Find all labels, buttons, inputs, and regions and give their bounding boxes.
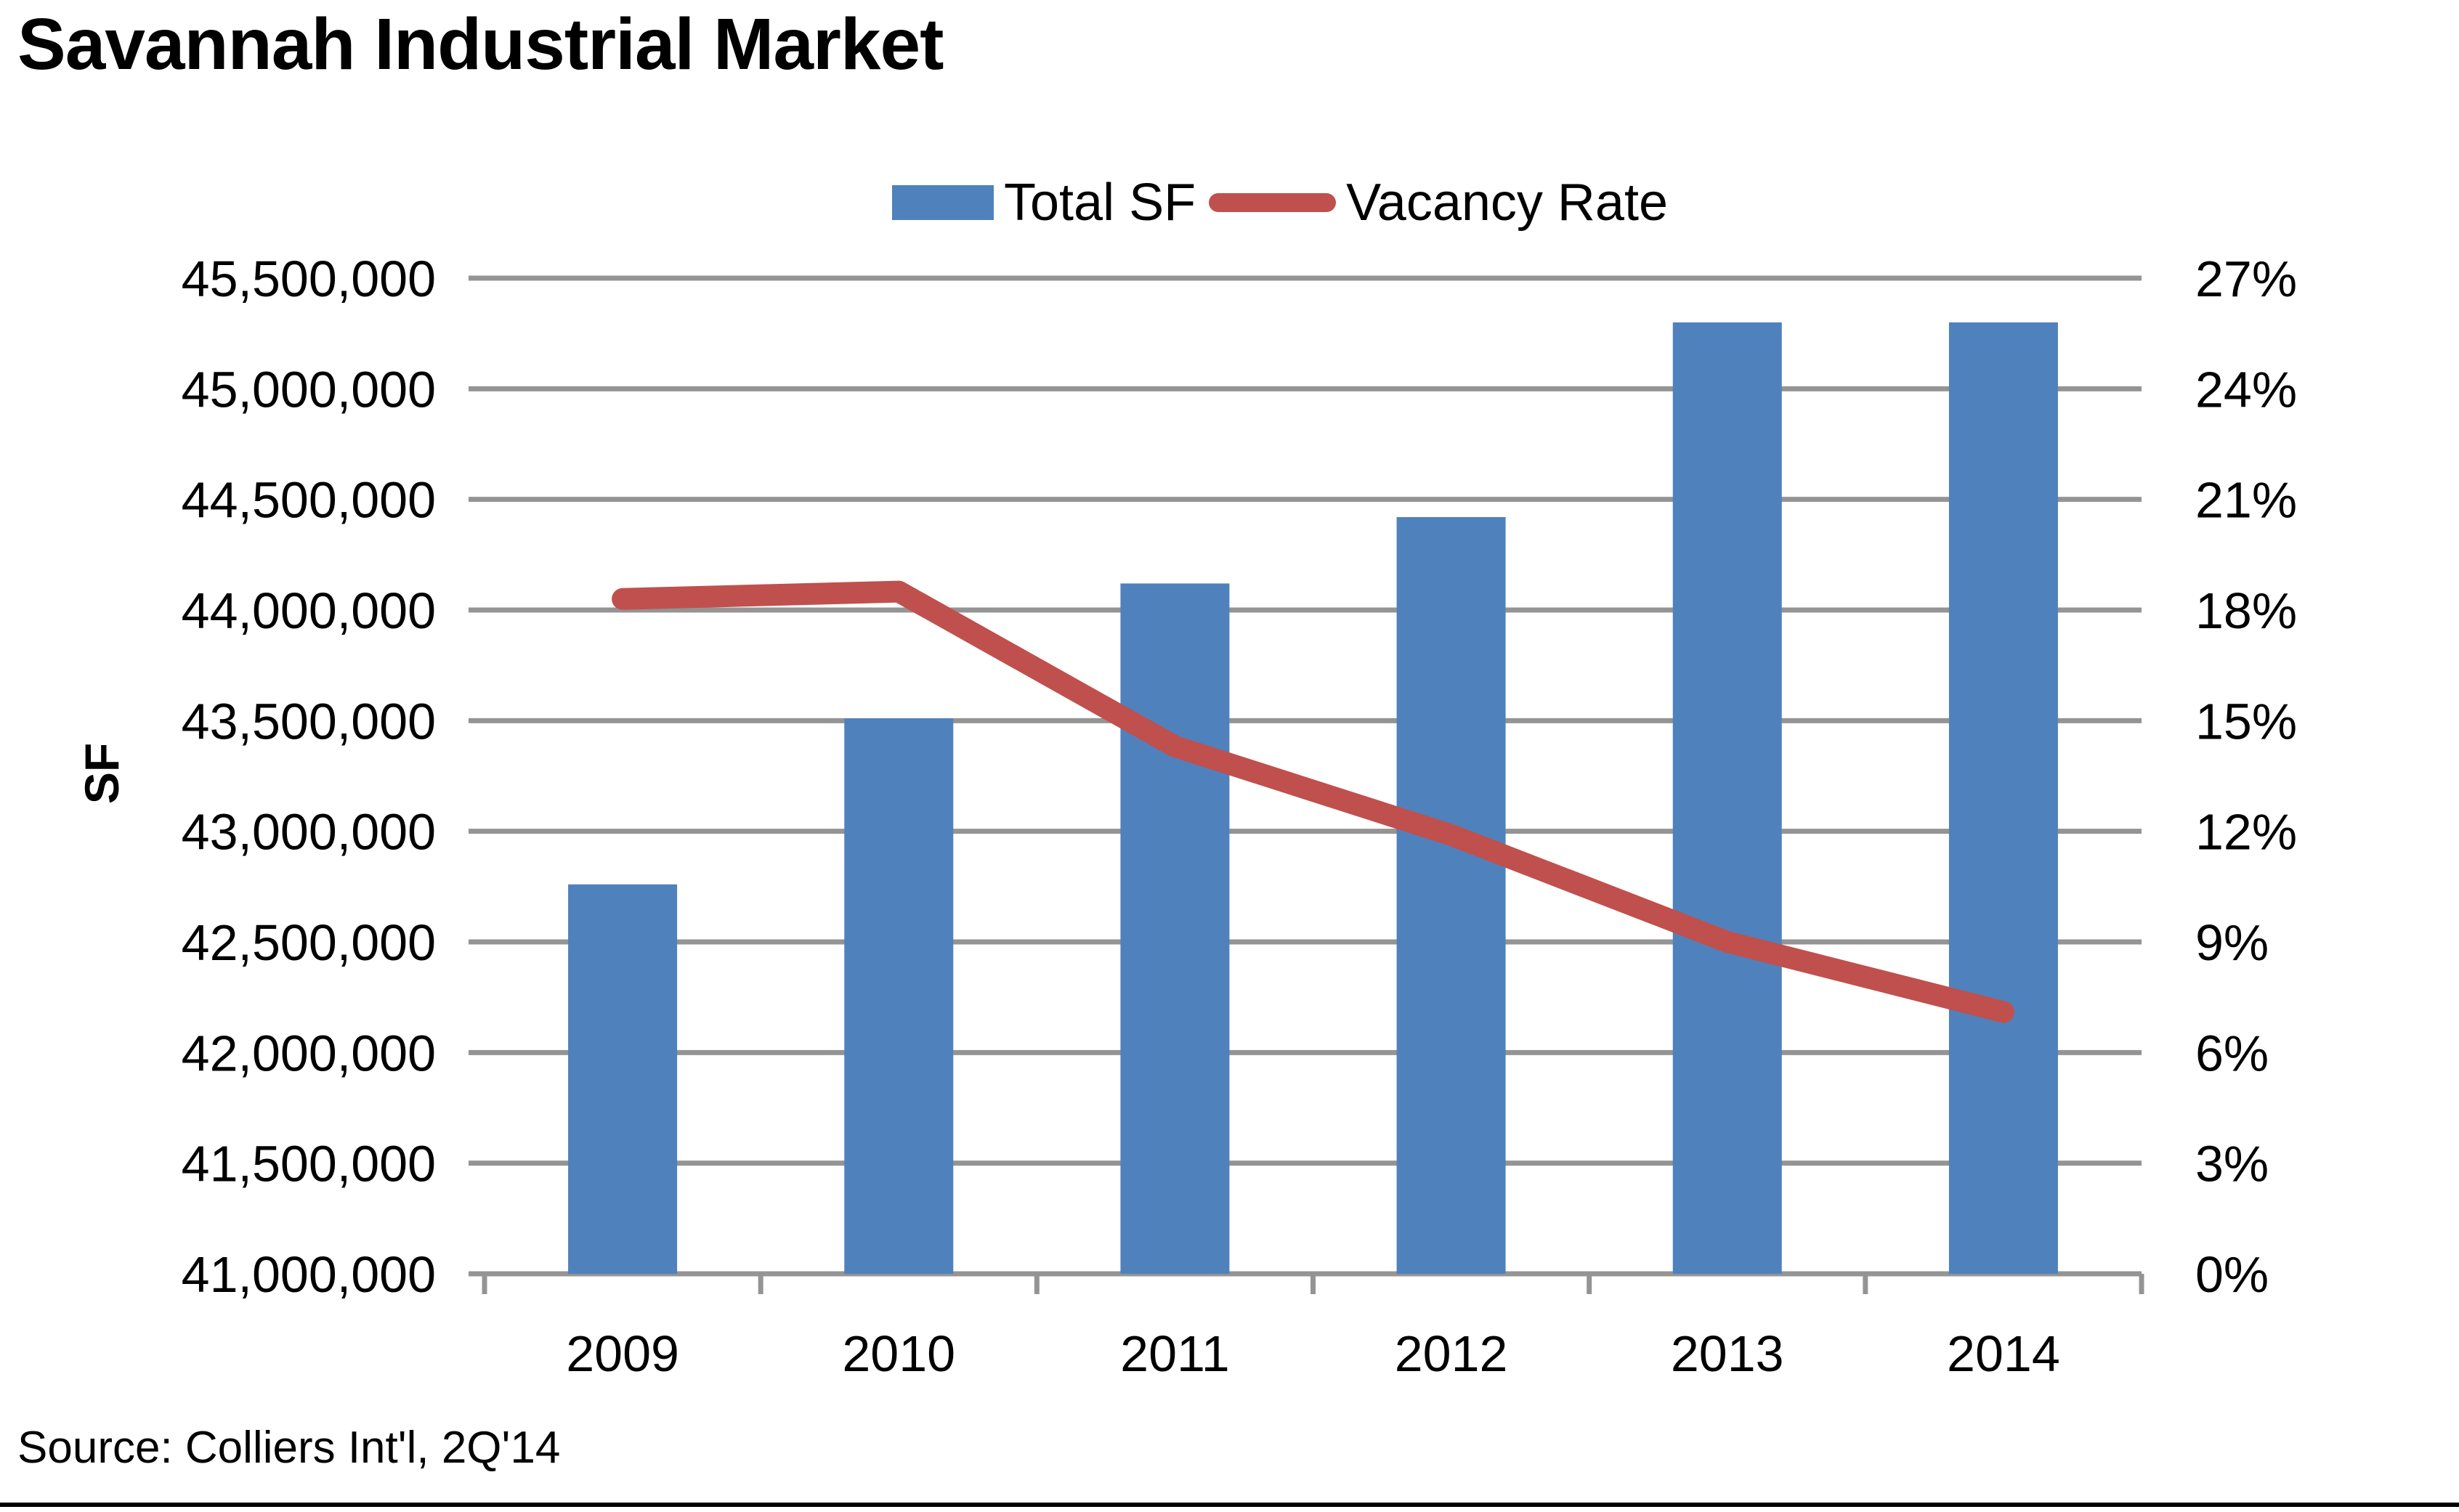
right-axis-tick-label: 3%: [2195, 1136, 2269, 1192]
right-axis-tick-label: 12%: [2195, 804, 2297, 861]
right-axis-tick-label: 0%: [2195, 1246, 2269, 1303]
left-axis-tick-label: 42,500,000: [182, 914, 436, 971]
right-axis-tick-label: 24%: [2195, 361, 2297, 418]
bar-2009: [568, 884, 678, 1274]
legend-item-vacancy-rate: Vacancy Rate: [1209, 173, 1668, 232]
bar-2010: [844, 718, 954, 1274]
right-axis-tick-label: 27%: [2195, 251, 2297, 307]
left-axis-tick-label: 44,500,000: [182, 472, 436, 529]
x-axis-label-2011: 2011: [1120, 1325, 1230, 1382]
legend-item-total-sf: Total SF: [892, 173, 1196, 232]
right-axis-tick-label: 18%: [2195, 582, 2297, 639]
left-axis-tick-label: 42,000,000: [182, 1025, 436, 1081]
x-axis-label-2010: 2010: [842, 1325, 955, 1382]
bar-2013: [1672, 322, 1782, 1274]
right-axis-tick-label: 9%: [2195, 914, 2269, 971]
bar-2014: [1948, 322, 2058, 1274]
left-axis-tick-label: 45,000,000: [182, 361, 436, 418]
vacancy-rate-swatch-icon: [1209, 193, 1337, 212]
left-axis-tick-label: 45,500,000: [182, 251, 436, 307]
chart-title: Savannah Industrial Market: [17, 4, 944, 85]
x-axis-label-2014: 2014: [1947, 1325, 2060, 1382]
right-axis-tick-label: 21%: [2195, 472, 2297, 529]
left-axis-tick-label: 44,000,000: [182, 582, 436, 639]
chart-legend: Total SF Vacancy Rate: [892, 173, 1668, 232]
right-axis-tick-label: 15%: [2195, 693, 2297, 749]
x-axis-label-2013: 2013: [1671, 1325, 1784, 1382]
source-note: Source: Colliers Int'l, 2Q'14: [17, 1423, 561, 1473]
x-axis-label-2012: 2012: [1395, 1325, 1508, 1382]
right-axis-tick-label: 6%: [2195, 1025, 2269, 1081]
left-axis-tick-label: 43,500,000: [182, 693, 436, 749]
left-axis-tick-label: 41,000,000: [182, 1246, 436, 1303]
x-axis-label-2009: 2009: [566, 1325, 679, 1382]
bar-2012: [1396, 517, 1506, 1274]
vacancy-rate-line: [612, 580, 2014, 1023]
legend-label-vacancy-rate: Vacancy Rate: [1346, 174, 1668, 232]
total-sf-swatch-icon: [892, 185, 994, 220]
left-axis-tick-label: 41,500,000: [182, 1136, 436, 1192]
bottom-divider: [0, 1503, 2459, 1507]
left-axis-tick-label: 43,000,000: [182, 804, 436, 861]
bar-2011: [1120, 583, 1230, 1274]
legend-label-total-sf: Total SF: [1004, 174, 1196, 232]
